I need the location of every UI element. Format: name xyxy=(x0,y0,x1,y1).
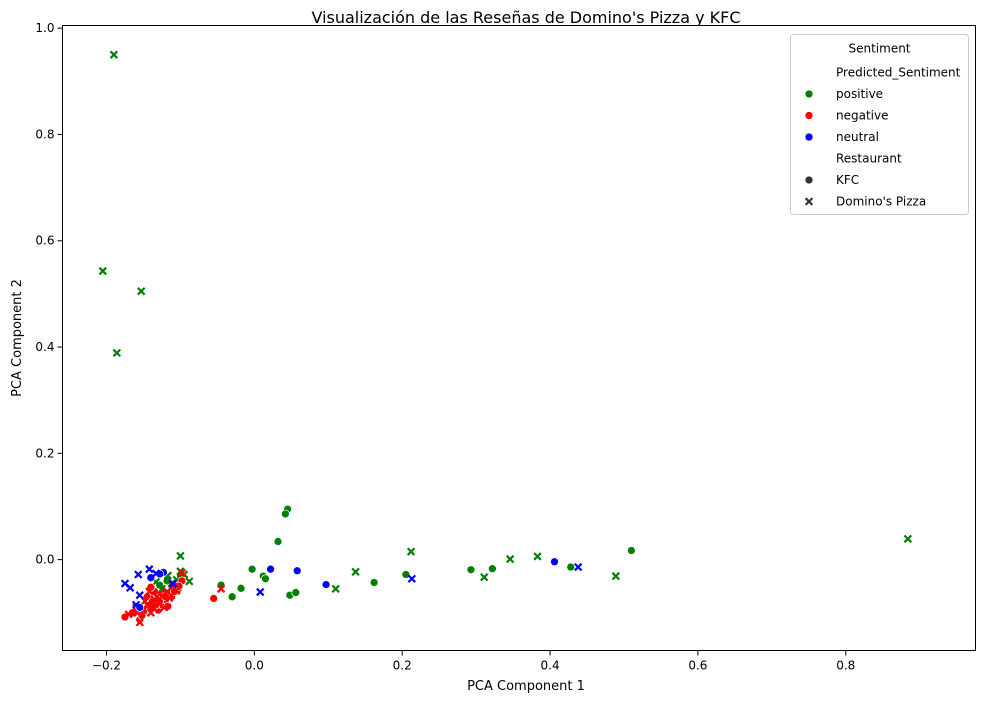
data-point-circle xyxy=(566,562,576,572)
x-tick-label: 0.0 xyxy=(245,659,264,673)
legend-section-header: Predicted_Sentiment xyxy=(836,66,961,80)
data-point-x xyxy=(331,584,340,594)
y-tick-label: 1.0 xyxy=(35,21,54,35)
legend-circle-marker xyxy=(804,111,814,120)
data-point-x xyxy=(112,348,122,358)
data-point-circle xyxy=(550,557,559,567)
data-point-x xyxy=(98,266,107,276)
data-point-x xyxy=(176,551,185,561)
legend-circle-marker xyxy=(804,89,814,99)
data-point-circle xyxy=(292,566,302,576)
data-point-circle xyxy=(261,574,270,584)
data-point-circle xyxy=(227,592,237,602)
series-neutral-x xyxy=(120,562,583,609)
data-point-x xyxy=(185,577,194,586)
data-point-circle xyxy=(627,546,636,555)
data-point-x xyxy=(109,50,119,59)
y-axis-label: PCA Component 2 xyxy=(10,279,25,397)
data-point-x xyxy=(256,587,265,597)
x-tick-label: −0.2 xyxy=(92,659,121,673)
data-point-x xyxy=(125,583,135,592)
x-tick-label: 0.6 xyxy=(688,659,707,673)
data-point-x xyxy=(151,569,161,578)
data-point-x xyxy=(168,579,178,588)
data-point-x xyxy=(145,587,154,596)
data-point-circle xyxy=(401,570,411,579)
points-layer xyxy=(98,50,913,627)
data-point-x xyxy=(216,584,226,594)
legend-x-marker xyxy=(804,197,814,206)
x-axis: −0.2 0.0 0.2 0.4 0.6 0.8 xyxy=(92,650,855,673)
data-point-x xyxy=(159,603,169,612)
data-point-x xyxy=(137,287,146,296)
legend-entry-label: Domino's Pizza xyxy=(836,195,926,209)
legend-entry-label: KFC xyxy=(836,173,859,187)
data-point-x xyxy=(124,610,133,619)
x-tick-label: 0.4 xyxy=(541,659,560,673)
legend-circle-marker xyxy=(804,132,814,142)
data-point-x xyxy=(165,593,174,603)
data-point-circle xyxy=(236,583,246,593)
data-point-x xyxy=(533,552,542,561)
data-point-x xyxy=(505,554,515,564)
data-point-x xyxy=(152,592,161,601)
y-tick-label: 0.0 xyxy=(35,553,54,567)
data-point-x xyxy=(903,534,913,544)
data-point-circle xyxy=(291,588,301,597)
data-point-circle xyxy=(247,564,257,574)
data-point-circle xyxy=(209,594,219,603)
legend-title: Sentiment xyxy=(848,42,910,56)
x-axis-label: PCA Component 1 xyxy=(467,679,585,694)
data-point-circle xyxy=(369,578,379,587)
legend-box xyxy=(790,34,969,215)
data-point-x xyxy=(168,582,178,591)
x-tick-label: 0.2 xyxy=(393,659,412,673)
legend-circle-marker xyxy=(804,175,814,185)
data-point-circle xyxy=(321,580,331,589)
legend-entry-label: neutral xyxy=(836,130,879,144)
y-tick-label: 0.2 xyxy=(35,446,54,460)
data-point-x xyxy=(145,565,154,574)
y-tick-label: 0.4 xyxy=(35,340,54,354)
data-point-x xyxy=(351,567,360,577)
data-point-x xyxy=(134,570,143,579)
data-point-x xyxy=(131,600,141,609)
data-point-x xyxy=(148,602,157,611)
data-point-circle xyxy=(488,564,497,574)
data-point-x xyxy=(177,568,187,578)
data-point-x xyxy=(406,547,416,556)
data-point-circle xyxy=(266,564,275,574)
data-point-circle xyxy=(466,565,476,575)
data-point-x xyxy=(135,618,144,627)
data-point-x xyxy=(611,571,621,581)
y-tick-label: 0.8 xyxy=(35,127,54,141)
series-positive-x xyxy=(98,50,913,594)
data-point-x xyxy=(157,584,167,594)
x-tick-label: 0.8 xyxy=(836,659,855,673)
data-point-circle xyxy=(273,537,283,546)
data-point-x xyxy=(135,591,144,600)
data-point-x xyxy=(146,608,156,617)
data-point-x xyxy=(480,572,489,582)
chart-title: Visualización de las Reseñas de Domino's… xyxy=(311,8,740,27)
y-tick-label: 0.6 xyxy=(35,234,54,248)
y-axis: 0.0 0.2 0.4 0.6 0.8 1.0 xyxy=(35,21,63,567)
data-point-x xyxy=(407,574,416,583)
legend-entry-label: negative xyxy=(836,109,888,123)
legend-entry-label: positive xyxy=(836,87,883,101)
data-point-x xyxy=(573,562,583,572)
legend-section-header: Restaurant xyxy=(836,152,902,166)
legend: Sentiment Predicted_Sentiment positive nega… xyxy=(790,34,969,215)
series-positive-circle xyxy=(155,504,636,602)
data-point-circle xyxy=(281,509,290,519)
